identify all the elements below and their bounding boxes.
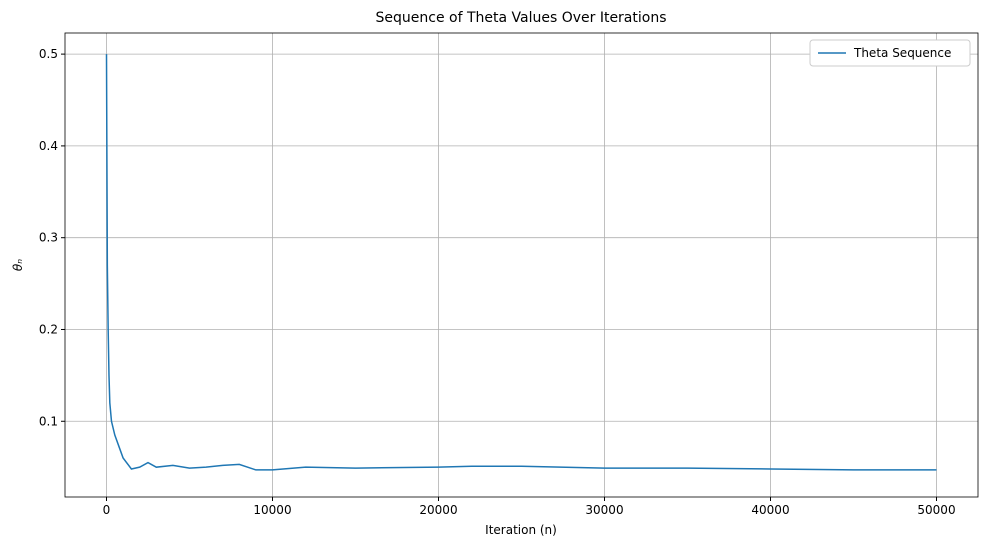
x-tick-label: 20000 [419, 503, 457, 517]
x-tick-label: 50000 [917, 503, 955, 517]
line-series [105, 54, 937, 471]
y-tick-label: 0.2 [39, 322, 58, 336]
y-tick-label: 0.5 [39, 47, 58, 61]
chart-title: Sequence of Theta Values Over Iterations [376, 10, 667, 26]
y-tick-label: 0.4 [39, 139, 58, 153]
y-tick-label: 0.1 [39, 414, 58, 428]
x-tick-label: 10000 [253, 503, 291, 517]
legend-box [809, 39, 971, 67]
x-axis-label: Iteration (n) [485, 523, 557, 537]
x-tick-label: 40000 [751, 503, 789, 517]
legend: Theta Sequence [809, 39, 971, 67]
y-tick-label: 0.3 [39, 231, 58, 245]
y-axis-label: θₙ [11, 259, 25, 271]
plot-frame [64, 32, 979, 498]
x-tick-label: 30000 [585, 503, 623, 517]
legend-label: Theta Sequence [853, 46, 951, 60]
x-tick-label: 0 [103, 503, 111, 517]
